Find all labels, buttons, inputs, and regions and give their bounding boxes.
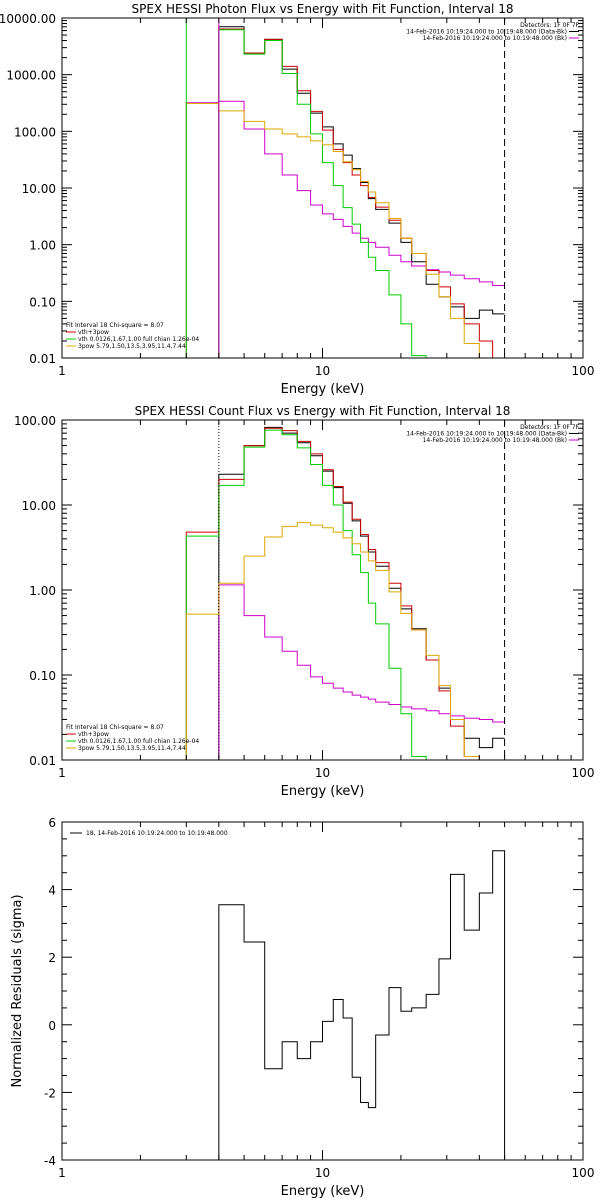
y-tick-label: 6 <box>48 816 56 830</box>
x-tick-label: 1 <box>58 766 66 780</box>
series-line-5 <box>185 102 480 358</box>
y-axis-label: Normalized Residuals (sigma) <box>10 894 25 1087</box>
y-tick-label: 2 <box>48 951 56 965</box>
series-line-5 <box>185 522 480 760</box>
y-tick-label: 0.10 <box>29 295 56 309</box>
x-tick-label: 10 <box>315 364 330 378</box>
plot-area <box>185 18 506 358</box>
x-tick-label: 10 <box>315 766 330 780</box>
series-line-1 <box>218 26 505 358</box>
series-line-1 <box>218 426 505 760</box>
y-tick-label: -2 <box>44 1086 56 1100</box>
legend-entry: 14-Feb-2016 10:19:24.000 to 10:19:48.000… <box>406 29 567 36</box>
series-line-3 <box>218 28 505 358</box>
legend-entry: Fit Interval 18 Chi-square = 8.07 <box>66 724 164 731</box>
x-tick-label: 100 <box>572 1166 595 1180</box>
x-axis-label: Energy (keV) <box>281 1184 365 1199</box>
series-line-2 <box>185 100 505 358</box>
chart-panel-2: 1 10 100 0.01 0.10 1.00 10.00 100.00 SPEX HESSI … <box>14 404 594 799</box>
y-tick-label: 10.00 <box>22 182 56 196</box>
legend-entry: vth+3pow <box>78 329 109 336</box>
y-tick-label: 100.00 <box>14 414 56 428</box>
series-line-2 <box>218 584 505 760</box>
x-axis-label: Energy (keV) <box>281 382 365 397</box>
x-tick-label: 1 <box>58 1166 66 1180</box>
legend-entry: 14-Feb-2016 10:19:24.000 to 10:19:48.000… <box>423 35 567 42</box>
y-tick-label: -4 <box>44 1154 56 1168</box>
chart-title: SPEX HESSI Count Flux vs Energy with Fit… <box>135 404 511 418</box>
legend-entry: vth 0.0126,1.67,1.00 full chian 1.26e-04 <box>78 738 199 745</box>
y-tick-label: 0.01 <box>29 352 56 366</box>
chart-title: SPEX HESSI Photon Flux vs Energy with Fi… <box>132 2 514 16</box>
y-tick-label: 1000.00 <box>6 69 56 83</box>
x-tick-label: 1 <box>58 364 66 378</box>
legend-entry: vth 0.0126,1.67,1.00 full chian 1.26e-04 <box>78 336 199 343</box>
legend-entry: vth+3pow <box>78 731 109 738</box>
series-line-4 <box>218 29 427 358</box>
plot-area <box>185 420 506 760</box>
legend-entry: Fit Interval 18 Chi-square = 8.07 <box>66 322 164 329</box>
series-line-1 <box>218 850 506 1160</box>
legend-entry: 14-Feb-2016 10:19:24.000 to 10:19:48.000… <box>423 437 567 444</box>
y-tick-label: 0.10 <box>29 669 56 683</box>
y-tick-label: 10.00 <box>22 499 56 513</box>
y-tick-label: 0.01 <box>29 754 56 768</box>
y-tick-label: 100.00 <box>14 125 56 139</box>
y-tick-label: 1.00 <box>29 239 56 253</box>
chart-panel-1: 1 10 100 0.01 0.10 1.00 10.00 100.00 1000.00 1000… <box>0 2 594 397</box>
y-tick-label: 4 <box>48 884 56 898</box>
legend-entry: 3pow 5.79,1.50,13.5,3.95,11.4,7.44 <box>78 343 186 350</box>
series-line-4 <box>185 429 427 760</box>
y-tick-label: 10000.00 <box>0 12 56 26</box>
legend-entry: 18, 14-Feb-2016 10:19:24.000 to 10:19:48… <box>86 830 228 837</box>
y-tick-label: 1.00 <box>29 584 56 598</box>
x-tick-label: 10 <box>315 1166 330 1180</box>
legend-entry: 3pow 5.79,1.50,13.5,3.95,11.4,7.44 <box>78 745 186 752</box>
x-tick-label: 100 <box>572 364 595 378</box>
plot-area <box>218 850 506 1160</box>
legend-entry: 14-Feb-2016 10:19:24.000 to 10:19:48.000… <box>406 431 567 438</box>
legend-entry: Detectors: 1F 0F 7F <box>520 424 579 431</box>
series-line-3 <box>185 427 480 760</box>
x-axis-label: Energy (keV) <box>281 784 365 799</box>
x-tick-label: 100 <box>572 766 595 780</box>
y-tick-label: 0 <box>48 1019 56 1033</box>
chart-panel-3: 1 10 100 -4 -2 0 2 4 6 Energy (keV) Normalized Res… <box>10 816 594 1199</box>
legend-entry: Detectors: 1F 0F 7F <box>520 22 579 29</box>
